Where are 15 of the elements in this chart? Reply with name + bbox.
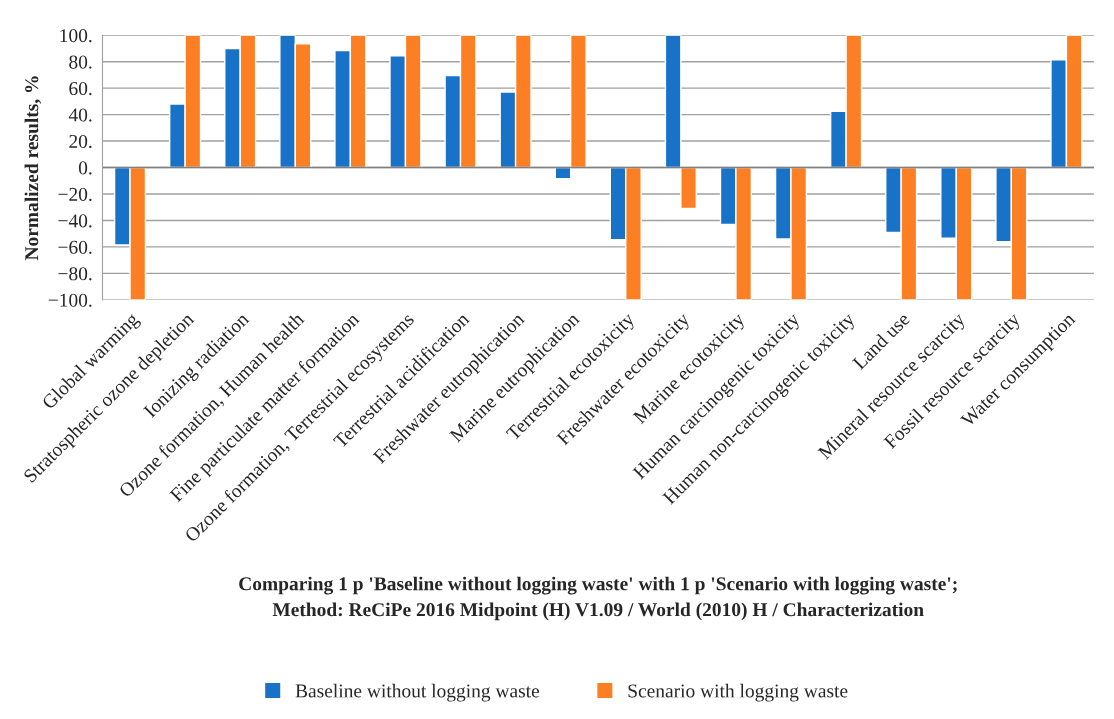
y-axis-title: Normalized results, % xyxy=(24,76,42,261)
y-tick-label: 60. xyxy=(69,81,92,96)
y-tick-label: −40. xyxy=(58,214,92,228)
y-tick-label: −100. xyxy=(48,293,92,307)
y-tick-label: 80. xyxy=(69,55,92,69)
y-tick-label: 20. xyxy=(69,134,92,149)
y-tick-label: −20. xyxy=(58,187,92,202)
y-tick-label: 100. xyxy=(60,29,92,43)
y-tick-label: −60. xyxy=(58,240,92,254)
legend-label: Scenario with logging waste xyxy=(628,683,848,702)
y-tick-label: −80. xyxy=(58,267,92,281)
y-tick-label: 40. xyxy=(68,108,92,122)
y-tick-label: 0. xyxy=(78,161,92,175)
legend-label: Baseline without logging waste xyxy=(295,683,540,702)
x-axis-title: Comparing 1 p 'Baseline without logging waste' with 1 p 'Scenario with logging waste'; Method: ReCiPe 2016 Midpoint (H) V1.09 / World (2010) H / Characterization xyxy=(239,576,957,621)
